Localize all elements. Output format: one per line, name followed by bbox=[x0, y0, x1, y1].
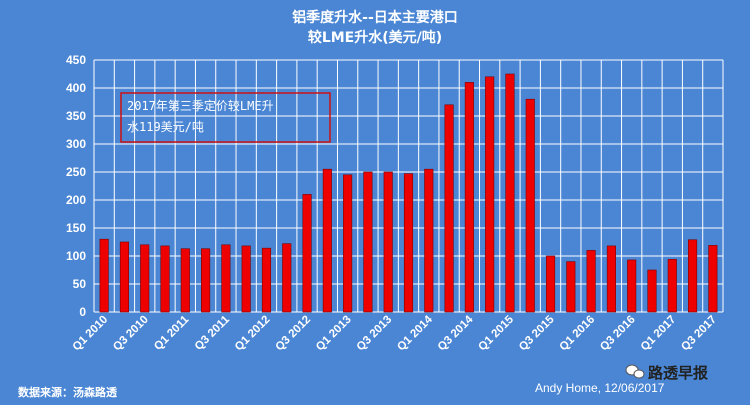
data-source: 数据来源：汤森路透 bbox=[18, 385, 118, 399]
bar bbox=[627, 259, 637, 313]
y-tick-label: 450 bbox=[66, 53, 86, 67]
x-tick-label: Q3 2014 bbox=[436, 313, 476, 353]
y-tick-label: 50 bbox=[73, 277, 87, 291]
x-tick-label: Q3 2015 bbox=[517, 313, 557, 353]
y-tick-label: 200 bbox=[66, 193, 86, 207]
bar bbox=[464, 82, 474, 313]
bar bbox=[647, 269, 657, 313]
annotation-line-1: 2017年第三季定价较LME升 bbox=[127, 98, 274, 113]
y-tick-label: 0 bbox=[79, 305, 86, 319]
chart-title: 铝季度升水--日本主要港口 bbox=[292, 9, 458, 26]
x-tick-label: Q1 2017 bbox=[639, 314, 679, 354]
bar-series bbox=[99, 73, 718, 313]
bar bbox=[708, 245, 718, 313]
bar bbox=[119, 241, 129, 313]
bar bbox=[606, 245, 616, 313]
x-tick-label: Q3 2012 bbox=[273, 314, 313, 354]
bar bbox=[485, 76, 495, 313]
y-tick-label: 400 bbox=[66, 81, 86, 95]
x-tick-label: Q1 2011 bbox=[152, 313, 192, 353]
x-tick-label: Q3 2017 bbox=[679, 314, 719, 354]
bar bbox=[545, 255, 556, 313]
bar bbox=[525, 98, 535, 313]
bar bbox=[241, 245, 251, 313]
bar bbox=[201, 248, 211, 313]
credit-text: Andy Home, 12/06/2017 bbox=[535, 381, 665, 395]
x-axis-ticks: Q1 2010 Q3 2010 Q1 2011 Q3 2011 Q1 2012 Q3 20… bbox=[71, 313, 719, 353]
bar bbox=[403, 173, 414, 313]
bar bbox=[667, 259, 677, 313]
x-tick-label: Q3 2010 bbox=[111, 314, 151, 354]
brand-text: 路透早报 bbox=[648, 364, 708, 382]
bar bbox=[343, 174, 353, 313]
bar bbox=[383, 171, 393, 313]
x-tick-label: Q1 2010 bbox=[71, 314, 111, 354]
bar bbox=[363, 171, 373, 313]
y-tick-label: 300 bbox=[66, 137, 86, 151]
brand-watermark: 路透早报 bbox=[625, 364, 708, 382]
bar bbox=[99, 238, 109, 313]
wechat-icon bbox=[625, 364, 645, 379]
bar bbox=[444, 104, 454, 313]
bar bbox=[688, 239, 698, 313]
y-tick-label: 150 bbox=[66, 221, 86, 235]
x-tick-label: Q1 2016 bbox=[558, 314, 598, 354]
bar bbox=[221, 244, 231, 313]
bar bbox=[505, 73, 515, 313]
bar bbox=[140, 244, 150, 313]
x-tick-label: Q3 2013 bbox=[355, 314, 395, 354]
bar bbox=[261, 247, 272, 313]
y-axis-ticks: 0 50 100 150 200 250 300 350 400 450 bbox=[66, 53, 86, 319]
x-tick-label: Q1 2013 bbox=[314, 314, 354, 354]
bar bbox=[160, 245, 170, 313]
y-tick-label: 350 bbox=[66, 109, 86, 123]
x-tick-label: Q1 2012 bbox=[233, 314, 273, 354]
bar bbox=[322, 168, 332, 313]
bar bbox=[302, 194, 312, 313]
x-tick-label: Q1 2014 bbox=[395, 313, 435, 353]
annotation-line-2: 水119美元/吨 bbox=[127, 120, 204, 134]
annotation-box: 2017年第三季定价较LME升 水119美元/吨 bbox=[120, 92, 331, 143]
bar bbox=[424, 168, 434, 313]
chart-subtitle: 较LME升水(美元/吨) bbox=[308, 29, 442, 46]
y-tick-label: 250 bbox=[66, 165, 86, 179]
x-tick-label: Q3 2016 bbox=[598, 314, 638, 354]
x-tick-label: Q1 2015 bbox=[476, 313, 516, 353]
bar bbox=[566, 261, 576, 313]
bar bbox=[180, 248, 190, 313]
x-tick-label: Q3 2011 bbox=[193, 313, 233, 353]
bar bbox=[282, 243, 292, 313]
y-tick-label: 100 bbox=[66, 249, 86, 263]
gridlines bbox=[93, 59, 724, 313]
bar bbox=[586, 250, 596, 313]
